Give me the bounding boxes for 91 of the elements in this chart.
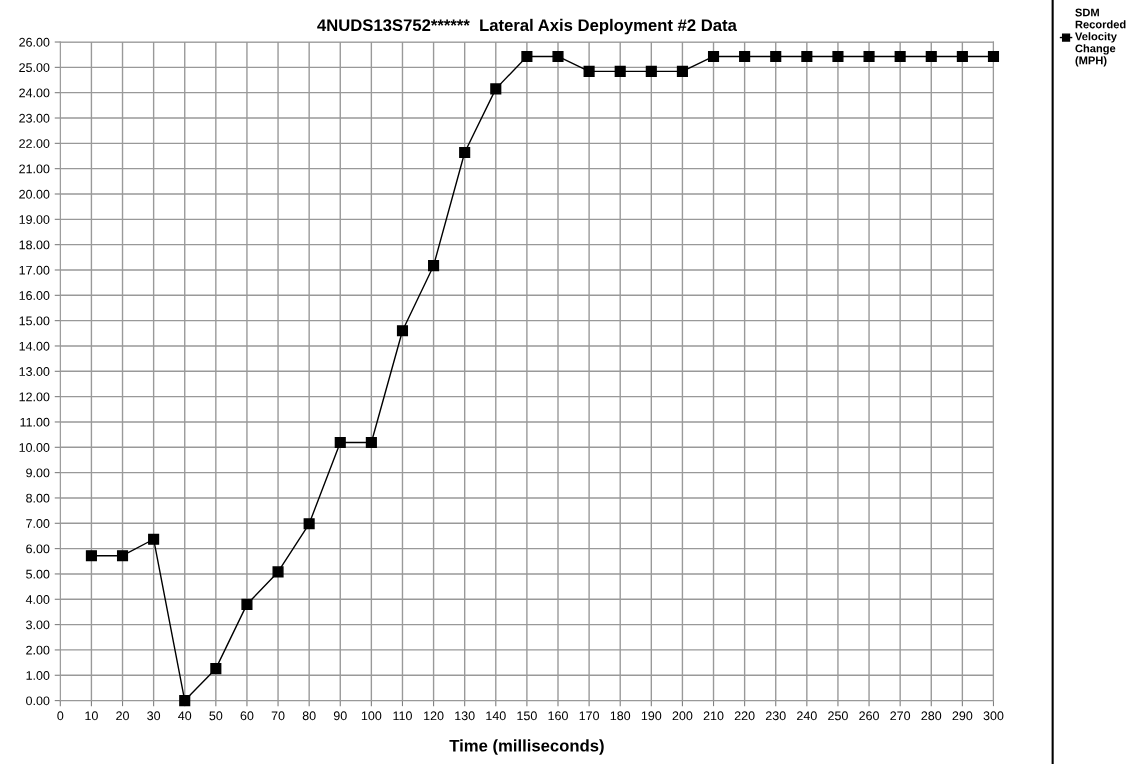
x-tick-label: 60: [240, 711, 254, 721]
x-tick-label: 230: [765, 711, 786, 721]
point: [148, 533, 160, 545]
y-tick-label: 14.00: [19, 341, 50, 351]
point: [645, 65, 657, 77]
point: [85, 550, 97, 562]
point: [521, 50, 533, 63]
y-tick-label: 17.00: [19, 265, 50, 275]
y-tick-label: 13.00: [19, 367, 50, 376]
point: [459, 146, 471, 159]
x-tick-label: 170: [579, 711, 600, 721]
x-tick-label: 50: [209, 711, 223, 721]
x-tick-label: 120: [424, 711, 444, 721]
x-tick-label: 80: [302, 711, 316, 721]
point: [241, 598, 253, 610]
x-tick-label: 190: [641, 711, 662, 721]
x-tick-label: 300: [983, 711, 1004, 721]
point: [832, 50, 844, 63]
point: [272, 566, 284, 578]
point: [334, 436, 346, 449]
point: [552, 50, 564, 63]
x-tick-label: 250: [828, 711, 848, 721]
x-tick-label: 90: [333, 711, 347, 721]
point: [707, 50, 720, 63]
x-tick-label: 160: [548, 711, 568, 721]
x-tick-label: 0: [57, 711, 64, 721]
y-tick-label: 26.00: [19, 37, 50, 47]
x-tick-label: 200: [672, 711, 693, 721]
y-tick-label: 8.00: [26, 493, 50, 503]
y-tick-label: 24.00: [19, 88, 50, 98]
point: [116, 550, 129, 562]
chart-title: 4NUDS13S752****** Lateral Axis Deployment #2 Data: [317, 18, 737, 35]
y-tick-label: 25.00: [19, 63, 50, 72]
y-tick-label: 15.00: [19, 316, 50, 326]
point: [490, 83, 502, 95]
y-tick-label: 19.00: [19, 215, 50, 224]
x-tick-label: 220: [734, 711, 755, 721]
y-tick-label: 5.00: [26, 569, 50, 579]
y-tick-label: 6.00: [26, 544, 50, 554]
point: [676, 65, 688, 77]
y-tick-label: 2.00: [26, 645, 50, 655]
x-tick-label: 100: [361, 711, 382, 721]
x-tick-label: 260: [859, 711, 879, 721]
x-tick-label: 40: [178, 711, 192, 721]
x-tick-label: 280: [921, 711, 942, 721]
y-tick-label: 1.00: [26, 671, 50, 680]
point: [987, 50, 1000, 63]
y-tick-label: 0.00: [26, 696, 50, 706]
point: [428, 260, 440, 272]
y-tick-label: 11.00: [20, 417, 50, 427]
y-tick-label: 23.00: [19, 113, 50, 123]
y-tick-label: 4.00: [25, 595, 50, 604]
x-tick-label: 30: [147, 711, 161, 721]
point: [179, 695, 191, 707]
point: [583, 65, 595, 77]
x-tick-label: 290: [952, 711, 973, 721]
y-tick-label: 10.00: [19, 443, 50, 452]
point: [863, 50, 875, 63]
point: [956, 50, 968, 63]
y-tick-label: 18.00: [19, 240, 50, 250]
y-tick-label: 21.00: [19, 164, 50, 174]
y-tick-label: 22.00: [19, 139, 50, 148]
x-axis-title: Time (milliseconds): [449, 739, 604, 755]
x-tick-label: 150: [517, 711, 537, 721]
point: [801, 50, 813, 63]
point: [396, 325, 409, 337]
point: [365, 436, 377, 449]
x-tick-label: 130: [455, 711, 475, 721]
point: [303, 518, 315, 530]
y-tick-label: 9.00: [26, 468, 50, 478]
x-tick-label: 20: [116, 711, 129, 721]
point: [614, 65, 626, 77]
point: [739, 50, 751, 63]
x-tick-label: 140: [486, 711, 506, 721]
y-tick-label: 12.00: [19, 392, 50, 402]
x-tick-label: 270: [890, 711, 911, 721]
y-tick-label: 7.00: [26, 519, 50, 528]
y-tick-label: 20.00: [19, 189, 50, 199]
point: [925, 50, 937, 63]
y-tick-label: 3.00: [26, 620, 50, 630]
point: [894, 50, 906, 63]
x-tick-label: 70: [271, 711, 285, 721]
x-tick-label: 110: [393, 711, 412, 721]
x-tick-label: 210: [703, 711, 724, 721]
y-tick-label: 16.00: [19, 291, 50, 300]
point: [770, 50, 782, 63]
point: [210, 663, 222, 675]
x-tick-label: 240: [797, 711, 817, 721]
legend-label: SDM Recorded Velocity Change (MPH): [1075, 8, 1126, 67]
x-tick-label: 10: [85, 711, 98, 721]
x-tick-label: 180: [610, 711, 631, 721]
